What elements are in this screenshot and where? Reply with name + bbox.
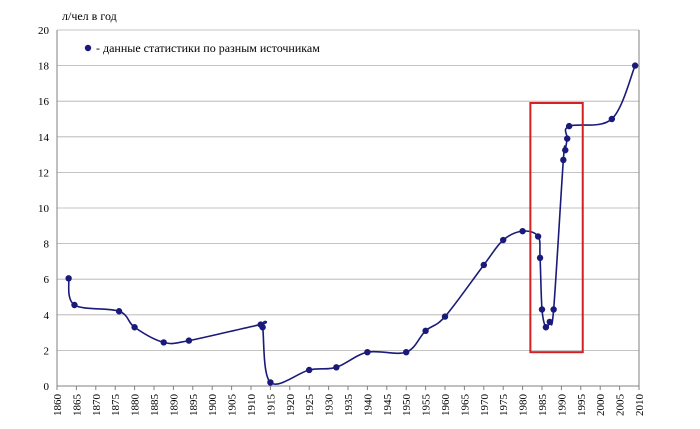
y-tick-label: 12 — [38, 167, 49, 179]
y-axis-label: л/чел в год — [62, 9, 117, 23]
data-point — [441, 313, 449, 320]
data-point — [550, 306, 557, 313]
legend-label: - данные статистики по разным источникам — [96, 41, 320, 55]
x-tick-label: 1980 — [518, 394, 530, 417]
y-tick-label: 0 — [44, 381, 50, 393]
data-point — [115, 308, 123, 315]
x-tick-label: 1930 — [324, 394, 336, 417]
data-point — [306, 366, 313, 374]
x-tick-label: 1950 — [401, 394, 413, 417]
x-tick-label: 1885 — [149, 394, 161, 417]
series-line — [67, 65, 636, 385]
data-point — [364, 348, 371, 356]
x-tick-label: 1905 — [227, 394, 239, 417]
data-point — [185, 337, 193, 344]
x-tick-label: 2005 — [615, 394, 627, 417]
x-tick-label: 1860 — [52, 394, 64, 417]
y-tick-label: 10 — [38, 203, 50, 215]
x-tick-label: 1945 — [382, 394, 394, 417]
y-tick-label: 6 — [44, 274, 50, 286]
x-tick-label: 1870 — [91, 394, 103, 417]
x-tick-label: 1895 — [188, 394, 200, 417]
data-point — [542, 324, 550, 331]
x-tick-label: 1970 — [479, 394, 491, 417]
x-tick-label: 1985 — [537, 394, 549, 417]
data-point — [403, 348, 410, 356]
x-tick-label: 1880 — [130, 394, 142, 417]
data-point — [160, 339, 167, 346]
data-point — [546, 318, 553, 326]
x-tick-labels: 1860 1865 1870 1875 1880 1885 1890 1895 1900 1905… — [52, 394, 646, 417]
y-tick-labels: 0 2 4 6 8 10 12 14 16 18 20 — [38, 25, 50, 393]
data-point — [422, 327, 429, 335]
y-tick-label: 2 — [44, 345, 50, 357]
y-tick-label: 16 — [38, 96, 50, 108]
x-tick-label: 1995 — [576, 394, 588, 417]
x-tick-label: 2000 — [595, 394, 607, 417]
x-tick-label: 1940 — [362, 394, 374, 417]
data-point — [608, 115, 616, 123]
axes — [56, 30, 640, 390]
data-point — [131, 324, 138, 331]
x-tick-label: 1920 — [285, 394, 297, 417]
data-point — [480, 261, 487, 269]
y-tick-label: 14 — [38, 132, 50, 144]
x-tick-label: 1990 — [556, 394, 568, 417]
grid-lines — [57, 29, 639, 351]
data-point — [519, 227, 526, 235]
data-point — [267, 379, 274, 386]
x-tick-label: 1915 — [265, 394, 277, 417]
y-tick-label: 20 — [38, 25, 50, 37]
x-tick-label: 1955 — [421, 394, 433, 417]
data-point — [536, 254, 544, 262]
x-tick-label: 1900 — [207, 394, 219, 417]
data-point — [500, 236, 507, 244]
y-tick-label: 4 — [44, 310, 50, 322]
x-tick-label: 1890 — [168, 394, 180, 417]
x-tick-label: 1975 — [498, 394, 510, 417]
data-point — [65, 275, 72, 282]
legend: - данные статистики по разным источникам — [84, 41, 320, 55]
legend-marker — [84, 44, 92, 52]
series-group — [65, 62, 639, 386]
y-tick-label: 18 — [38, 61, 50, 73]
y-tick-label: 8 — [44, 239, 50, 251]
data-point — [564, 135, 571, 142]
data-point — [71, 301, 78, 309]
data-point — [562, 146, 569, 154]
x-tick-label: 1960 — [440, 394, 452, 417]
x-tick-label: 1935 — [343, 394, 355, 417]
x-tick-label: 1875 — [110, 394, 122, 417]
data-point — [534, 233, 542, 240]
x-tick-label: 1865 — [71, 394, 83, 417]
x-tick-label: 2010 — [634, 394, 646, 417]
data-point — [560, 156, 567, 164]
x-tick-label: 1965 — [459, 394, 471, 417]
data-point — [538, 306, 546, 313]
data-point — [259, 324, 266, 331]
data-point — [565, 122, 573, 130]
highlight-box — [529, 101, 584, 354]
data-point — [631, 62, 639, 69]
x-tick-label: 1925 — [304, 394, 316, 417]
x-tick-label: 1910 — [246, 394, 258, 417]
data-point — [333, 364, 340, 371]
